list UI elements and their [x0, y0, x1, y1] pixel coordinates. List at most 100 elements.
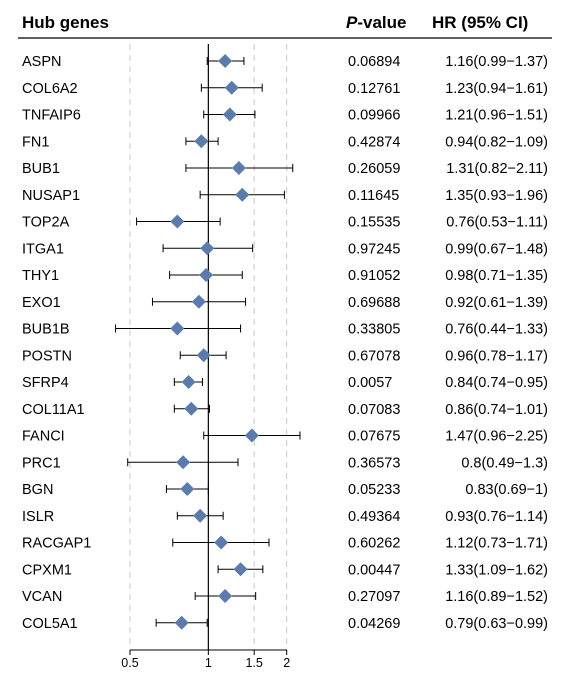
hr-marker — [244, 428, 259, 443]
p-value-label: 0.33805 — [348, 322, 400, 338]
gene-label: RACGAP1 — [22, 536, 91, 552]
gene-label: TOP2A — [22, 215, 70, 231]
gene-label: ASPN — [22, 54, 62, 70]
p-value-label: 0.26059 — [348, 161, 400, 177]
x-tick-label: 0.5 — [121, 656, 138, 670]
hr-marker — [176, 455, 191, 470]
gene-label: BUB1B — [22, 322, 70, 338]
hr-ci-label: 1.16(0.89−1.52) — [445, 589, 548, 605]
hr-ci-label: 0.8(0.49−1.3) — [461, 455, 548, 471]
hr-ci-label: 0.96(0.78−1.17) — [445, 348, 548, 364]
gene-label: EXO1 — [22, 295, 61, 311]
p-value-label: 0.36573 — [348, 455, 400, 471]
hr-ci-label: 0.76(0.53−1.11) — [446, 215, 548, 231]
hr-column-header: HR (95% CI) — [432, 13, 528, 32]
gridlines — [129, 44, 288, 650]
p-value-column-header: P-value — [346, 13, 406, 32]
hr-ci-label: 1.12(0.73−1.71) — [445, 536, 548, 552]
hr-marker — [194, 134, 209, 149]
hr-marker — [218, 589, 233, 603]
p-value-label: 0.04269 — [348, 616, 400, 632]
hr-marker — [224, 80, 239, 95]
p-value-label: 0.49364 — [348, 509, 400, 525]
p-value-label: 0.69688 — [348, 295, 400, 311]
gene-label: TNFAIP6 — [22, 108, 81, 124]
gene-label: ISLR — [22, 509, 54, 525]
hr-ci-label: 0.79(0.63−0.99) — [445, 616, 548, 632]
table-header: Hub genes P-value HR (95% CI) — [22, 13, 528, 32]
hr-marker — [235, 187, 250, 202]
gene-label: COL5A1 — [22, 616, 78, 632]
p-value-label: 0.00447 — [348, 562, 400, 578]
hr-ci-label: 1.47(0.96−2.25) — [445, 429, 548, 445]
p-value-label: 0.97245 — [348, 241, 400, 257]
p-value-label: 0.09966 — [348, 108, 400, 124]
hr-ci-label: 0.76(0.44−1.33) — [445, 322, 548, 338]
hr-marker — [181, 375, 196, 389]
x-tick-label: 1.5 — [245, 656, 262, 670]
hr-ci-label: 0.93(0.76−1.14) — [445, 509, 548, 525]
gene-label: POSTN — [22, 348, 72, 364]
p-value-label: 0.07675 — [348, 429, 400, 445]
gene-label: COL11A1 — [22, 402, 85, 418]
hr-ci-label: 1.16(0.99−1.37) — [445, 54, 548, 70]
x-axis: 0.5 1 1.5 2 — [121, 649, 290, 670]
gene-label: VCAN — [22, 589, 62, 605]
p-value-label: 0.27097 — [348, 589, 400, 605]
p-value-label: 0.0057 — [348, 375, 392, 391]
x-tick-label: 2 — [283, 656, 290, 670]
gene-label: SFRP4 — [22, 375, 69, 391]
hr-marker — [199, 268, 214, 282]
hr-ci-label: 1.23(0.94−1.61) — [445, 81, 548, 97]
hazard-ratio-markers — [170, 54, 259, 630]
hr-marker — [193, 508, 208, 523]
p-value-label: 0.15535 — [348, 215, 400, 231]
hr-marker — [184, 401, 199, 416]
gene-column-header: Hub genes — [22, 13, 109, 32]
p-value-label: 0.12761 — [348, 81, 400, 97]
hr-marker — [170, 214, 185, 229]
gene-label: FN1 — [22, 134, 49, 150]
hr-marker — [196, 348, 211, 363]
hr-ci-label: 0.83(0.69−1) — [465, 482, 548, 498]
gene-label: BUB1 — [22, 161, 60, 177]
hr-marker — [174, 615, 189, 630]
hr-ci-label: 0.86(0.74−1.01) — [445, 402, 548, 418]
hr-marker — [218, 54, 233, 68]
gene-label: BGN — [22, 482, 53, 498]
gene-label: FANCI — [22, 429, 65, 445]
hr-marker — [231, 161, 246, 175]
gene-label: THY1 — [22, 268, 59, 284]
hr-marker — [170, 321, 185, 336]
p-value-label: 0.11645 — [348, 188, 399, 204]
p-value-label: 0.67078 — [348, 348, 400, 364]
hr-ci-label: 1.33(1.09−1.62) — [445, 562, 548, 578]
hr-ci-label: 0.92(0.61−1.39) — [445, 295, 548, 311]
table-rows: ASPN 0.06894 1.16(0.99−1.37) COL6A2 0.12761 1… — [22, 54, 548, 632]
hr-ci-label: 0.94(0.82−1.09) — [445, 134, 548, 150]
hr-marker — [180, 482, 195, 496]
hr-ci-label: 0.84(0.74−0.95) — [445, 375, 548, 391]
hr-ci-label: 0.99(0.67−1.48) — [445, 241, 548, 257]
hr-marker — [200, 241, 215, 256]
x-tick-label: 1 — [205, 656, 212, 670]
hr-marker — [222, 107, 237, 122]
hr-ci-label: 0.98(0.71−1.35) — [445, 268, 548, 284]
gene-label: NUSAP1 — [22, 188, 80, 204]
hr-marker — [233, 562, 248, 577]
gene-label: CPXM1 — [22, 562, 72, 578]
hr-ci-label: 1.35(0.93−1.96) — [445, 188, 548, 204]
p-value-label: 0.06894 — [348, 54, 400, 70]
gene-label: PRC1 — [22, 455, 61, 471]
p-value-label: 0.60262 — [348, 536, 400, 552]
p-value-label: 0.07083 — [348, 402, 400, 418]
hr-ci-label: 1.31(0.82−2.11) — [446, 161, 548, 177]
hr-marker — [214, 535, 229, 550]
p-value-label: 0.05233 — [348, 482, 400, 498]
gene-label: COL6A2 — [22, 81, 78, 97]
gene-label: ITGA1 — [22, 241, 64, 257]
p-value-label: 0.91052 — [348, 268, 400, 284]
hr-marker — [191, 294, 206, 309]
p-value-label: 0.42874 — [348, 134, 400, 150]
